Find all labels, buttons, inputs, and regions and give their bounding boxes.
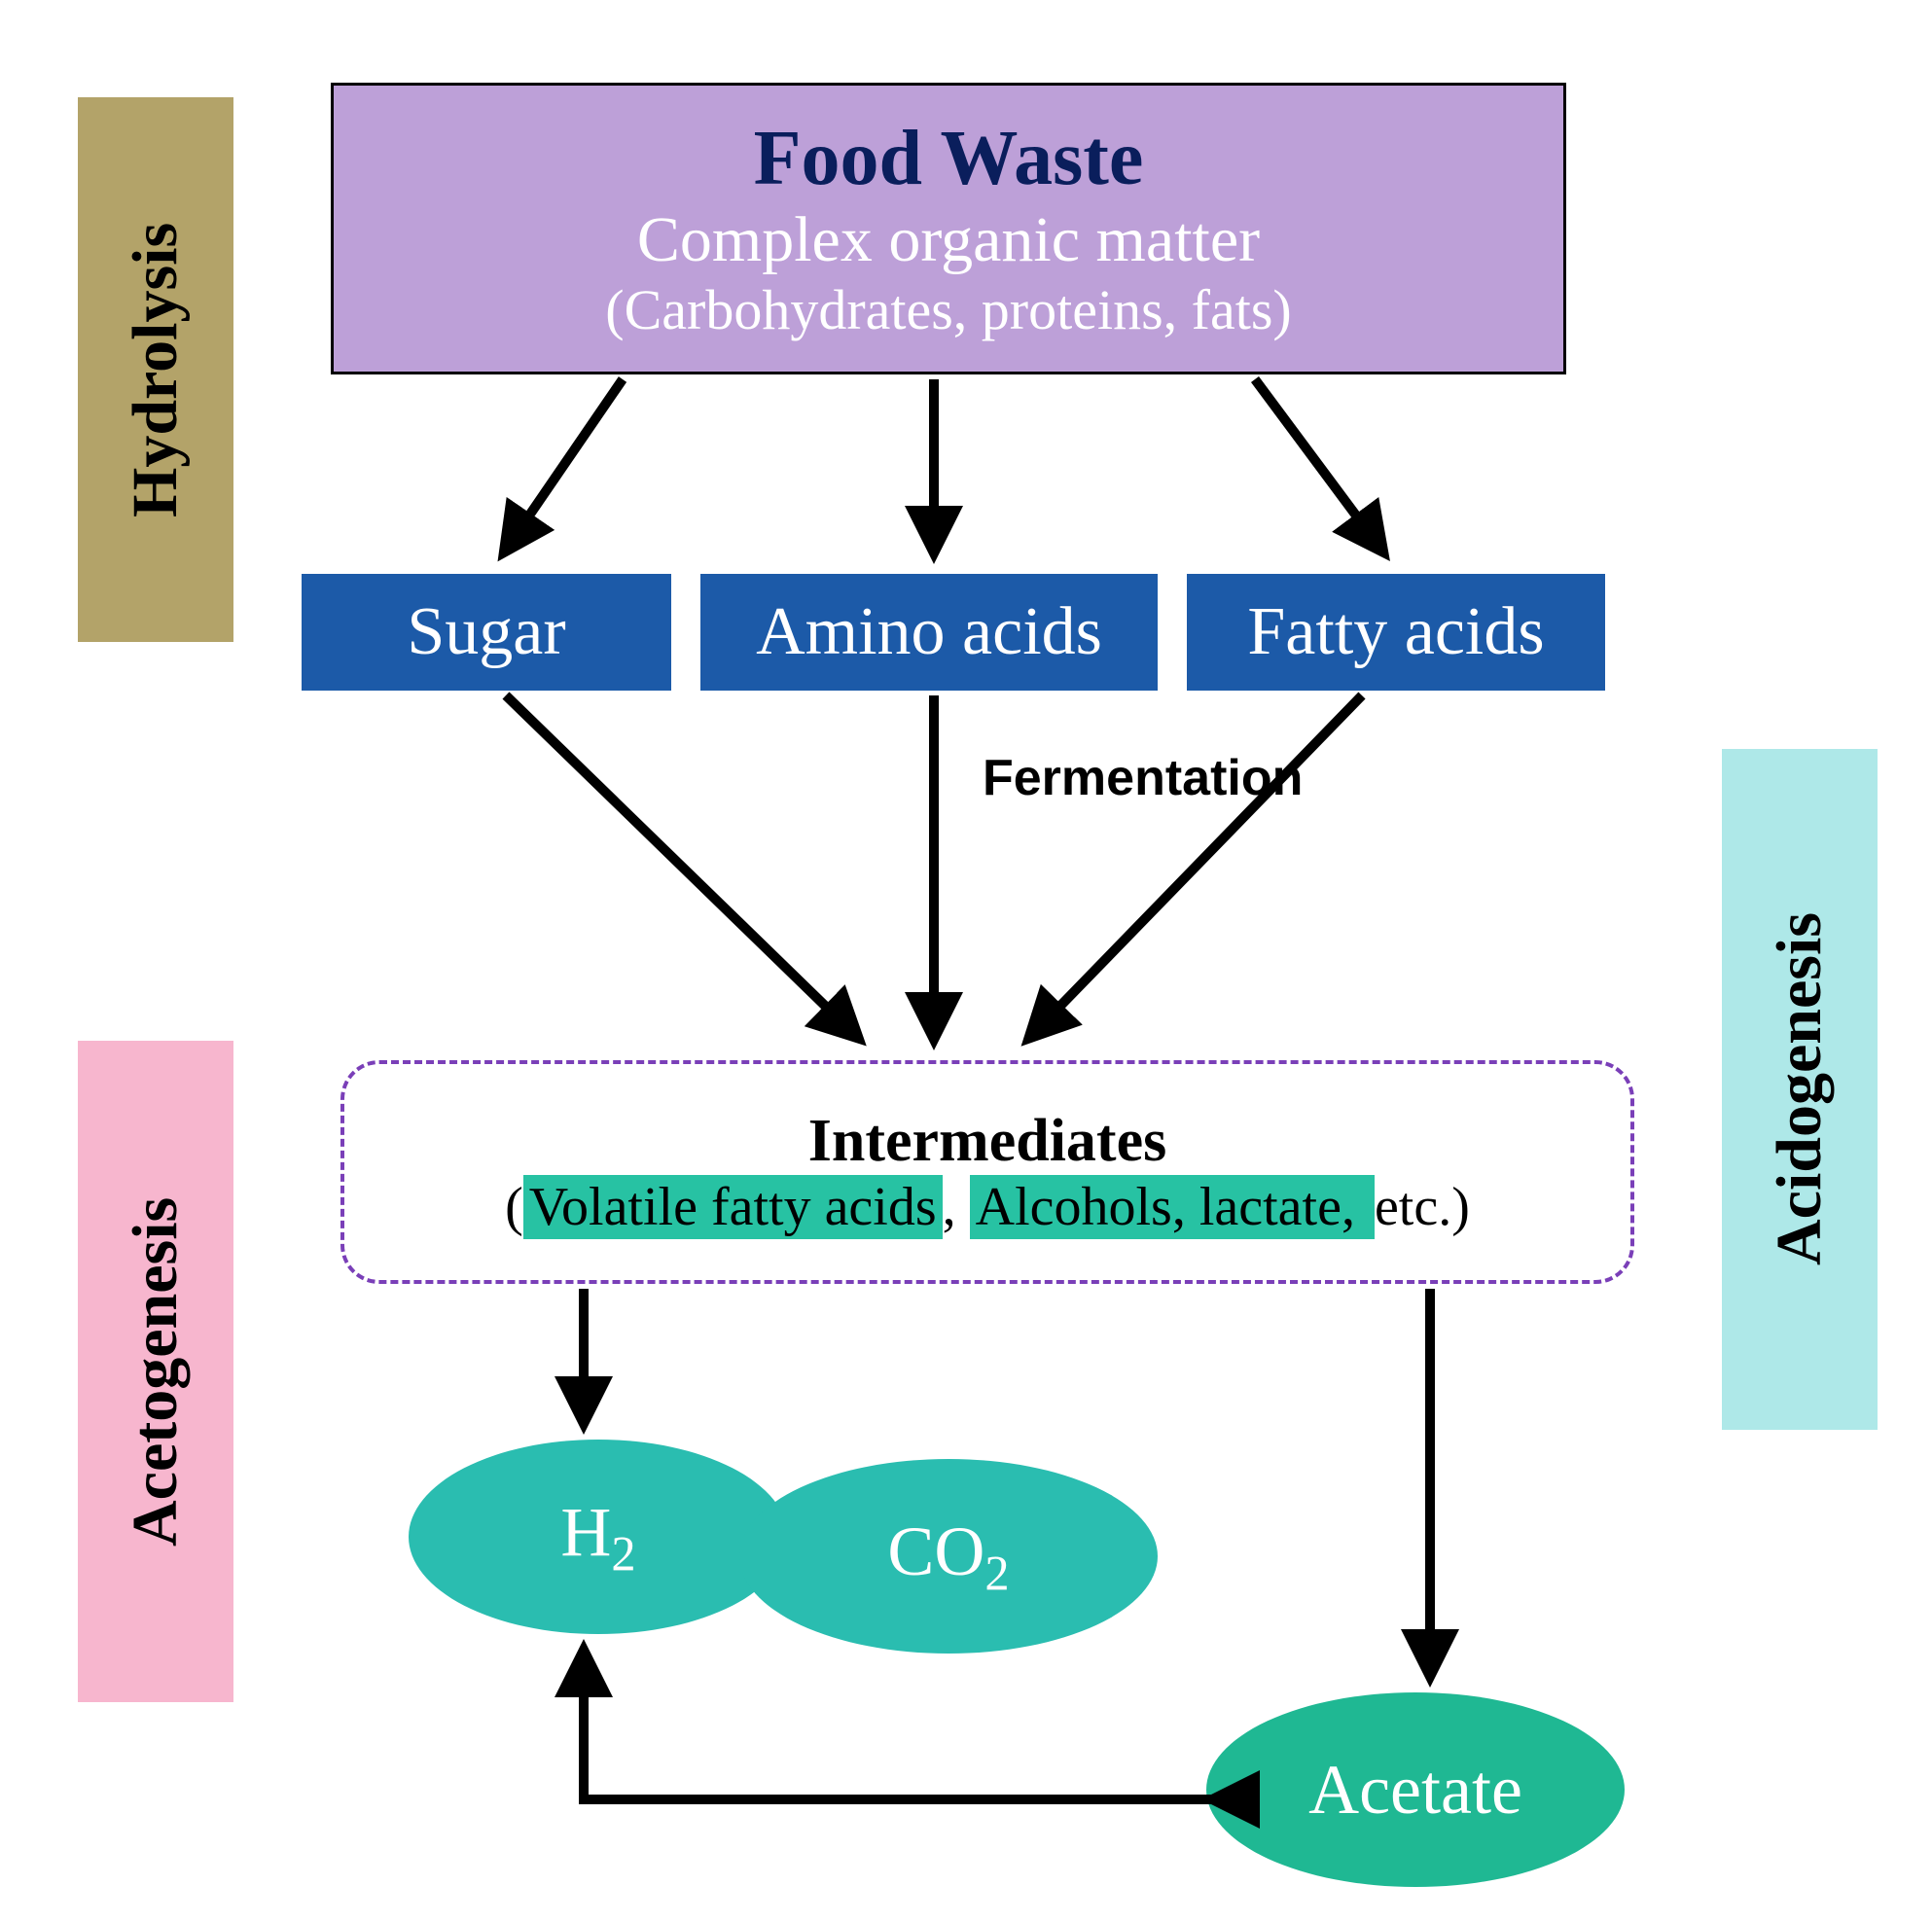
node-amino-acids-label: Amino acids (756, 593, 1102, 671)
food-waste-subtitle1: Complex organic matter (637, 203, 1260, 277)
node-fatty-acids-label: Fatty acids (1247, 593, 1544, 671)
node-h2-pre: H (560, 1493, 611, 1571)
node-food-waste: Food Waste Complex organic matter (Carbo… (331, 83, 1566, 374)
intermediates-line2: (Volatile fatty acids, Alcohols, lactate… (505, 1176, 1470, 1238)
stage-acidogenesis-text: Acidogenesis (1763, 913, 1837, 1266)
node-fatty-acids: Fatty acids (1187, 574, 1605, 691)
node-co2-pre: CO (887, 1512, 984, 1590)
stage-acetogenesis: Acetogenesis (78, 1041, 233, 1702)
node-h2-sub: 2 (611, 1526, 635, 1581)
intermediates-mid: , (943, 1177, 970, 1237)
node-intermediates: Intermediates (Volatile fatty acids, Alc… (340, 1060, 1634, 1284)
intermediates-title: Intermediates (808, 1107, 1166, 1176)
node-acetate: Acetate (1206, 1692, 1625, 1887)
arrow-foodwaste-fatty (1255, 379, 1381, 550)
label-fermentation-text: Fermentation (983, 750, 1303, 806)
intermediates-highlight1: Volatile fatty acids (523, 1175, 943, 1239)
node-acetate-label: Acetate (1308, 1750, 1522, 1831)
intermediates-pre: ( (505, 1177, 523, 1237)
node-co2-label: CO2 (887, 1512, 1009, 1601)
node-h2: H2 (409, 1440, 788, 1634)
node-co2-sub: 2 (984, 1546, 1009, 1600)
arrow-foodwaste-sugar (506, 379, 623, 550)
stage-acetogenesis-text: Acetogenesis (119, 1196, 193, 1546)
arrow-acetate-h2-path (584, 1654, 1216, 1799)
label-fermentation: Fermentation (983, 749, 1303, 807)
intermediates-highlight2: Alcohols, lactate, (970, 1175, 1375, 1239)
food-waste-subtitle2: (Carbohydrates, proteins, fats) (605, 277, 1291, 342)
node-amino-acids: Amino acids (700, 574, 1158, 691)
food-waste-title: Food Waste (754, 115, 1144, 203)
stage-hydrolysis-text: Hydrolysis (119, 222, 193, 516)
arrow-sugar-intermediates (506, 695, 856, 1036)
arrow-fatty-intermediates (1031, 695, 1362, 1036)
node-sugar: Sugar (302, 574, 671, 691)
node-co2: CO2 (739, 1459, 1158, 1654)
node-h2-label: H2 (560, 1492, 635, 1582)
node-sugar-label: Sugar (407, 593, 565, 671)
diagram-canvas: Hydrolysis Acidogenesis Acetogenesis Foo… (0, 0, 1932, 1921)
intermediates-post: etc.) (1375, 1177, 1470, 1237)
stage-hydrolysis: Hydrolysis (78, 97, 233, 642)
stage-acidogenesis: Acidogenesis (1722, 749, 1878, 1430)
